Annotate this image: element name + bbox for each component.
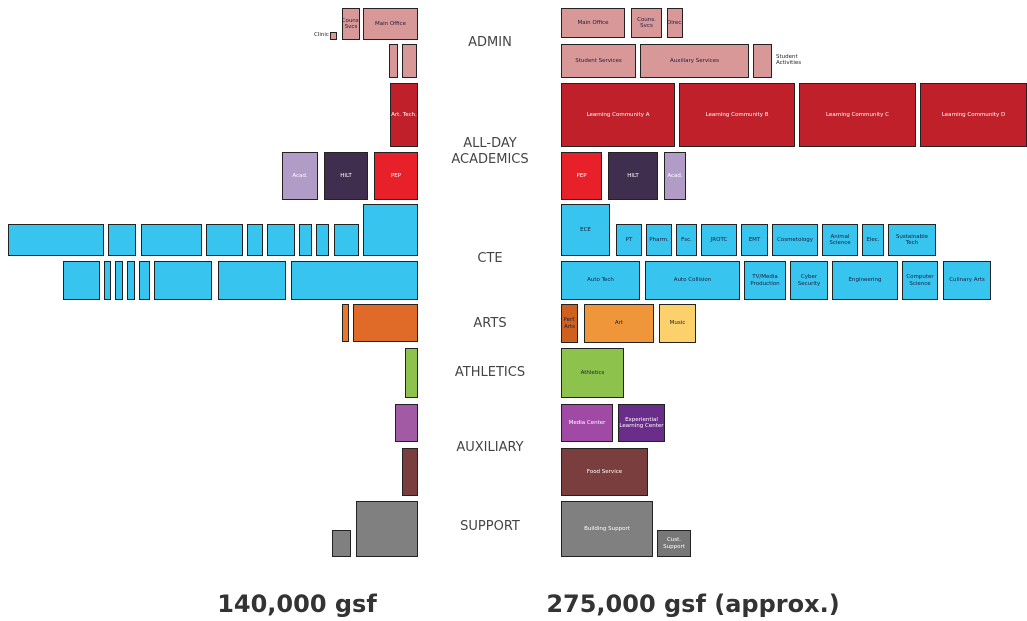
space-block: ECE: [561, 204, 610, 256]
space-block: [115, 261, 123, 300]
total-left: 140,000 gsf: [217, 590, 377, 618]
space-block: JROTC: [701, 224, 737, 256]
space-block: [405, 348, 418, 398]
space-block: Art. Tech.: [390, 83, 418, 147]
space-block: Animal Science: [822, 224, 858, 256]
space-block: Building Support: [561, 501, 653, 557]
space-block: [154, 261, 212, 300]
space-block: PEP: [374, 152, 418, 200]
space-block: Experiential Learning Center: [618, 404, 665, 442]
space-block: [291, 261, 418, 300]
space-block: [316, 224, 329, 256]
space-block: Cyber Security: [790, 261, 828, 300]
category-label: ATHLETICS: [454, 365, 526, 380]
space-block: Couns. Svcs: [342, 8, 360, 40]
space-block: [141, 224, 202, 256]
space-block: Media Center: [561, 404, 613, 442]
space-block: [104, 261, 111, 300]
space-block: HILT: [324, 152, 368, 200]
space-block: [127, 261, 135, 300]
space-block: [8, 224, 104, 256]
space-block: [334, 224, 359, 256]
space-block: [342, 304, 349, 342]
category-label: ARTS: [473, 316, 507, 331]
space-block: [753, 44, 772, 78]
space-block: Culinary Arts: [943, 261, 991, 300]
space-block: [206, 224, 243, 256]
space-block: Learning Community C: [799, 83, 916, 147]
space-block: Learning Community D: [920, 83, 1027, 147]
space-block: Direc.: [667, 8, 683, 38]
space-block: HILT: [608, 152, 658, 200]
space-block: PT: [616, 224, 642, 256]
space-block: Auto Tech: [561, 261, 640, 300]
space-block: Acad.: [664, 152, 686, 200]
space-block: Auxiliary Services: [640, 44, 749, 78]
space-block: EMT: [741, 224, 768, 256]
category-label: AUXILIARY: [456, 440, 524, 455]
space-block: Sustainable Tech: [888, 224, 936, 256]
space-block: Couns. Svcs: [631, 8, 662, 38]
space-block: Elec.: [862, 224, 884, 256]
space-block: [218, 261, 286, 300]
space-block: Cosmetology: [772, 224, 818, 256]
space-block: Main Office: [561, 8, 625, 38]
space-block: Learning Community B: [679, 83, 795, 147]
category-label: ADMIN: [468, 35, 512, 50]
space-block: Learning Community A: [561, 83, 675, 147]
space-block: TV/Media Production: [744, 261, 786, 300]
space-label: Clinic: [314, 32, 329, 38]
space-label: Student Activities: [776, 54, 802, 67]
space-block: [353, 304, 418, 342]
space-block: [356, 501, 418, 557]
space-block: Pharm.: [646, 224, 672, 256]
category-label: SUPPORT: [460, 519, 520, 534]
total-right: 275,000 gsf (approx.): [546, 590, 840, 618]
space-block: Auto Collision: [645, 261, 740, 300]
space-block: [363, 204, 418, 256]
space-block: Music: [659, 304, 696, 343]
space-block: [139, 261, 150, 300]
space-block: [299, 224, 312, 256]
space-block: Perf. Arts: [561, 304, 578, 343]
space-block: [63, 261, 100, 300]
space-block: Engineering: [832, 261, 898, 300]
space-block: [389, 44, 398, 78]
space-block: [267, 224, 295, 256]
space-block: [332, 530, 351, 557]
space-block: [395, 404, 418, 442]
space-block: [108, 224, 136, 256]
space-block: Computer Science: [902, 261, 938, 300]
space-block: Main Office: [363, 8, 418, 40]
space-block: [402, 44, 417, 78]
space-block: Fsc.: [676, 224, 697, 256]
space-block: Acad.: [282, 152, 318, 200]
space-block: Cust. Support: [657, 530, 691, 557]
space-block: [330, 32, 337, 40]
space-block: Food Service: [561, 448, 648, 496]
category-label: CTE: [477, 251, 503, 266]
space-block: [247, 224, 263, 256]
space-block: Art: [584, 304, 654, 343]
space-block: PEP: [561, 152, 602, 200]
space-block: Athletics: [561, 348, 624, 398]
space-block: Student Services: [561, 44, 636, 78]
category-label: ALL-DAY ACADEMICS: [451, 136, 529, 167]
space-block: [402, 448, 418, 496]
